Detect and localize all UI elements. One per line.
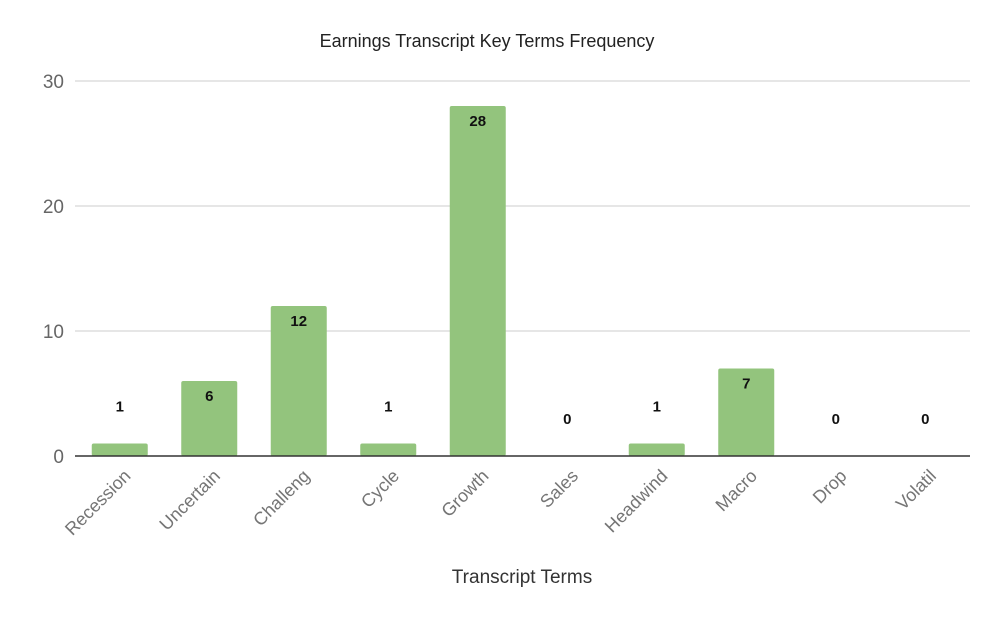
bar-macro: [718, 368, 775, 456]
chart-title: Earnings Transcript Key Terms Frequency: [320, 31, 655, 51]
data-label: 7: [742, 376, 750, 393]
x-tick-label: Cycle: [357, 466, 403, 512]
bar-uncertain: [181, 381, 238, 456]
gridlines: [75, 80, 970, 332]
data-label: 1: [116, 399, 124, 416]
data-label: 0: [563, 411, 571, 428]
bar-challeng: [270, 306, 327, 456]
x-tick-label: Recession: [61, 466, 135, 540]
x-tick-label: Sales: [536, 466, 582, 512]
y-axis-ticks: 0 10 20 30: [43, 72, 64, 468]
y-tick-label: 20: [43, 197, 64, 218]
y-tick-label: 10: [43, 322, 64, 343]
bar-headwind: [628, 443, 685, 456]
data-label: 1: [384, 399, 392, 416]
data-label: 0: [921, 411, 929, 428]
bar-recession: [91, 443, 148, 456]
data-label: 28: [469, 113, 486, 130]
data-label: 0: [832, 411, 840, 428]
bar-cycle: [360, 443, 417, 456]
x-tick-label: Uncertain: [155, 466, 224, 535]
data-label: 6: [205, 388, 213, 405]
x-tick-label: Macro: [712, 466, 762, 516]
bars: [91, 106, 775, 456]
x-axis-title: Transcript Terms: [452, 567, 592, 588]
y-tick-label: 0: [53, 447, 64, 468]
data-label: 12: [290, 313, 307, 330]
x-tick-label: Growth: [437, 466, 492, 521]
x-tick-label: Volatil: [892, 466, 940, 514]
bar-growth: [449, 106, 506, 456]
x-tick-label: Drop: [809, 466, 851, 508]
data-label: 1: [653, 399, 661, 416]
x-tick-label: Challeng: [249, 466, 313, 530]
x-tick-label: Headwind: [601, 466, 672, 537]
data-labels: 1 6 12 1 28 0 1 7 0 0: [116, 113, 930, 428]
x-axis-ticks: Recession Uncertain Challeng Cycle Growth Sal…: [61, 466, 940, 540]
y-tick-label: 30: [43, 72, 64, 93]
